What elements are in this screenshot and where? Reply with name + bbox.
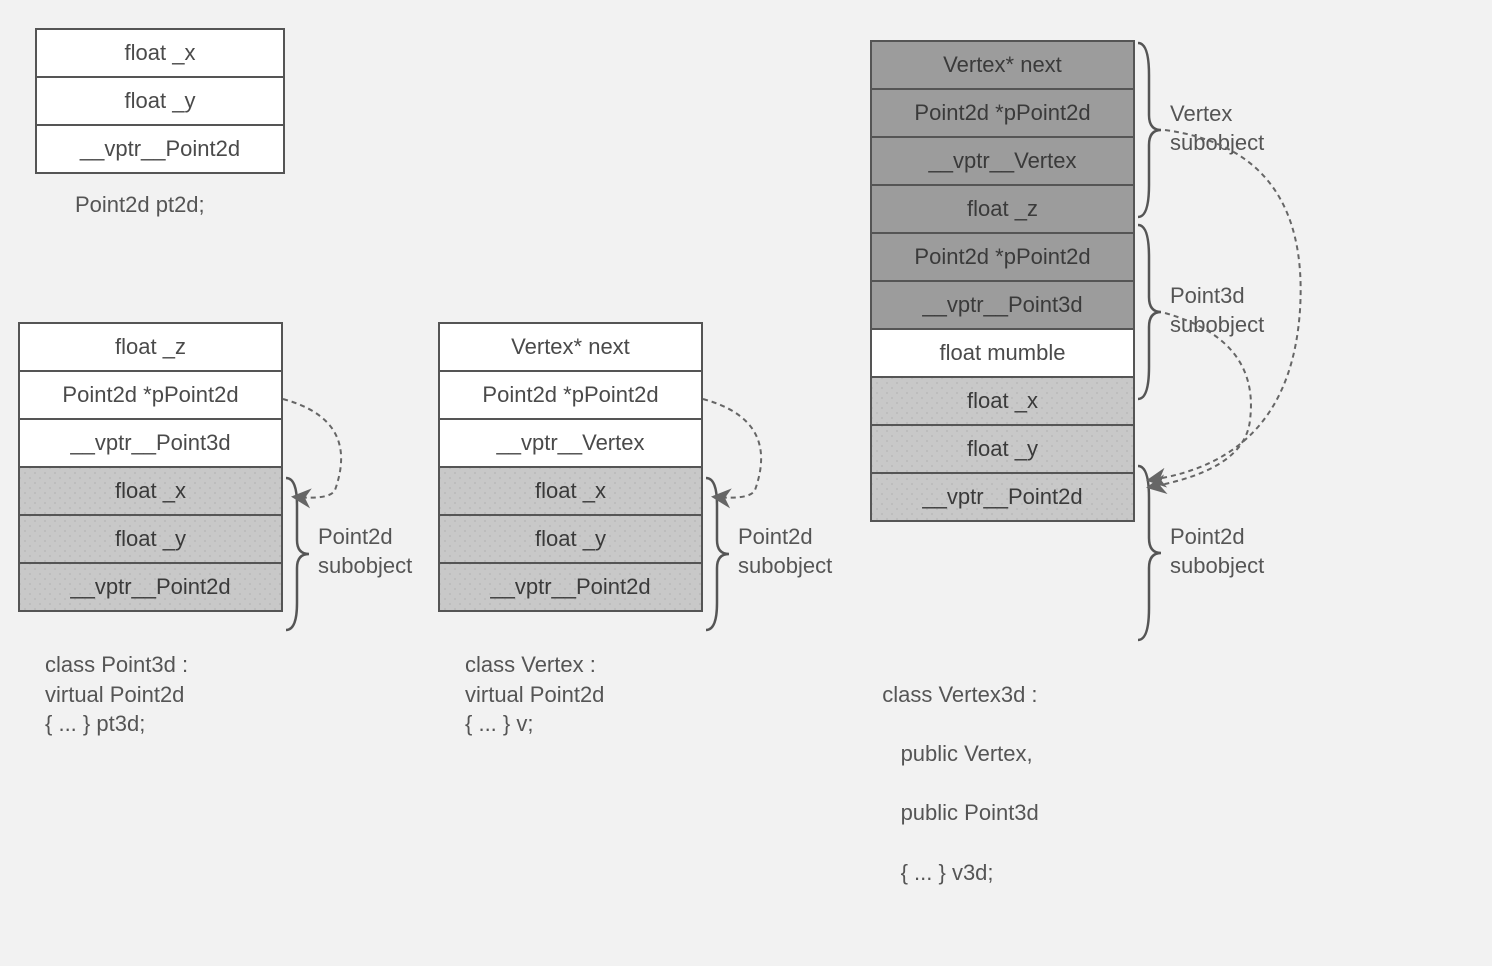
- cell: Point2d *pPoint2d: [871, 89, 1134, 137]
- cell: float _x: [36, 29, 284, 77]
- cell: float _y: [36, 77, 284, 125]
- cell: float _y: [871, 425, 1134, 473]
- caption-pt2d: Point2d pt2d;: [75, 190, 205, 220]
- caption-line: public Point3d: [882, 800, 1039, 825]
- brace-label-v3d-vertex: Vertexsubobject: [1170, 100, 1264, 157]
- block-v: Vertex* next Point2d *pPoint2d __vptr__V…: [438, 322, 703, 612]
- block-pt3d: float _z Point2d *pPoint2d __vptr__Point…: [18, 322, 283, 612]
- cell: float _y: [19, 515, 282, 563]
- cell: float _z: [871, 185, 1134, 233]
- brace-icon: [1135, 40, 1165, 220]
- brace-icon: [1135, 222, 1165, 402]
- block-pt2d: float _x float _y __vptr__Point2d: [35, 28, 285, 174]
- cell: __vptr__Vertex: [439, 419, 702, 467]
- cell: Point2d *pPoint2d: [439, 371, 702, 419]
- cell: float _x: [439, 467, 702, 515]
- caption-v3d: class Vertex3d : public Vertex, public P…: [870, 650, 1039, 888]
- brace-label-v: Point2dsubobject: [738, 523, 832, 580]
- cell: __vptr__Point3d: [19, 419, 282, 467]
- caption-line: { ... } pt3d;: [45, 711, 145, 736]
- brace-icon: [283, 475, 313, 633]
- cell: __vptr__Vertex: [871, 137, 1134, 185]
- cell: __vptr__Point2d: [19, 563, 282, 611]
- caption-line: class Point3d :: [45, 652, 188, 677]
- caption-line: { ... } v;: [465, 711, 533, 736]
- caption-line: class Vertex3d :: [882, 682, 1037, 707]
- cell: float mumble: [871, 329, 1134, 377]
- cell: float _x: [19, 467, 282, 515]
- brace-icon: [1135, 463, 1165, 643]
- cell: __vptr__Point2d: [871, 473, 1134, 521]
- cell: float _z: [19, 323, 282, 371]
- caption-line: virtual Point2d: [45, 682, 184, 707]
- cell: __vptr__Point2d: [439, 563, 702, 611]
- block-v3d: Vertex* next Point2d *pPoint2d __vptr__V…: [870, 40, 1135, 522]
- caption-line: class Vertex :: [465, 652, 596, 677]
- cell: Vertex* next: [439, 323, 702, 371]
- cell: Vertex* next: [871, 41, 1134, 89]
- cell: Point2d *pPoint2d: [871, 233, 1134, 281]
- cell: float _x: [871, 377, 1134, 425]
- caption-line: virtual Point2d: [465, 682, 604, 707]
- cell: float _y: [439, 515, 702, 563]
- brace-label-v3d-point2d: Point2dsubobject: [1170, 523, 1264, 580]
- cell: Point2d *pPoint2d: [19, 371, 282, 419]
- cell: __vptr__Point2d: [36, 125, 284, 173]
- caption-line: { ... } v3d;: [882, 860, 993, 885]
- brace-label-v3d-point3d: Point3dsubobject: [1170, 282, 1264, 339]
- caption-v: class Vertex : virtual Point2d { ... } v…: [465, 650, 604, 739]
- brace-label-pt3d: Point2dsubobject: [318, 523, 412, 580]
- caption-pt3d: class Point3d : virtual Point2d { ... } …: [45, 650, 188, 739]
- brace-icon: [703, 475, 733, 633]
- cell: __vptr__Point3d: [871, 281, 1134, 329]
- caption-line: public Vertex,: [882, 741, 1032, 766]
